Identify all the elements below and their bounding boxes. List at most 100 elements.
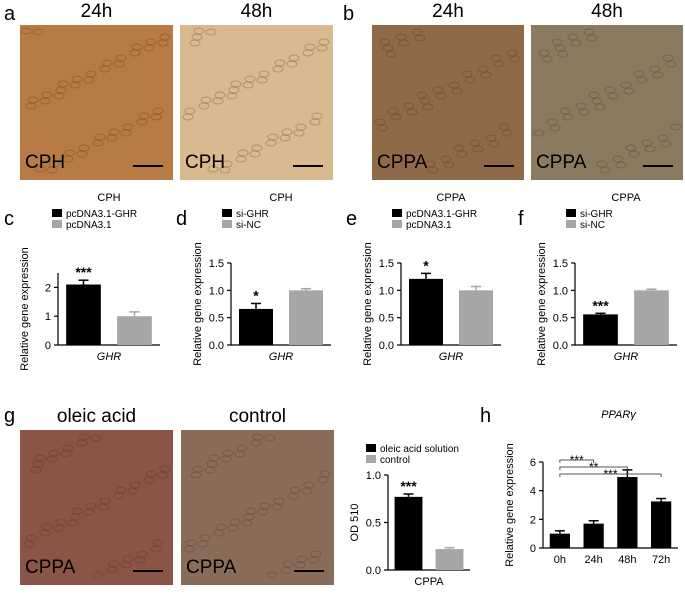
- significance: ***: [75, 264, 92, 280]
- bracket: [559, 473, 662, 477]
- cell-texture: [644, 145, 656, 153]
- legend-label: si-NC: [236, 220, 261, 231]
- cell-texture: [506, 49, 518, 57]
- cell-texture: [157, 471, 169, 479]
- cell-texture: [241, 519, 253, 527]
- cell-texture: [633, 70, 645, 78]
- image-label: CPPA: [536, 152, 587, 173]
- cell-texture: [106, 566, 118, 574]
- legend-label: si-GHR: [580, 209, 613, 220]
- cell-texture: [85, 502, 97, 510]
- legend-swatch: [366, 444, 376, 452]
- cell-texture: [387, 107, 399, 115]
- bar: [394, 496, 423, 570]
- cell-texture: [34, 165, 46, 173]
- cell-texture: [448, 81, 460, 89]
- cell-texture: [46, 166, 58, 174]
- cell-texture: [25, 534, 37, 542]
- cell-texture: [604, 86, 616, 94]
- panel-letter: a: [4, 3, 16, 25]
- y-tick-label: 0.0: [379, 340, 394, 352]
- legend-swatch: [52, 220, 62, 228]
- panel-letter: d: [176, 208, 187, 230]
- cell-texture: [636, 76, 648, 84]
- y-tick-label: 0: [45, 340, 51, 352]
- cell-texture: [485, 134, 497, 142]
- cell-texture: [660, 140, 672, 148]
- cell-texture: [419, 97, 431, 105]
- significance: *: [423, 257, 429, 273]
- cell-texture: [280, 566, 292, 574]
- legend-label: pcDNA3.1-GHR: [66, 209, 137, 220]
- image-title: 24h: [81, 1, 113, 22]
- x-tick-label: 0h: [554, 554, 566, 566]
- cell-texture: [193, 27, 205, 35]
- cell-texture: [498, 123, 510, 131]
- cell-texture: [282, 560, 294, 568]
- y-tick-label: 0.5: [209, 313, 224, 325]
- image-title: oleic acid: [57, 406, 136, 427]
- cell-texture: [189, 39, 201, 47]
- cell-texture: [191, 33, 203, 41]
- image-title: 48h: [591, 1, 623, 22]
- cell-texture: [288, 54, 300, 62]
- legend-swatch: [566, 220, 576, 228]
- cell-texture: [377, 124, 389, 132]
- legend-label: pcDNA3.1-GHR: [406, 209, 477, 220]
- cell-texture: [628, 150, 640, 158]
- cell-texture: [286, 60, 298, 68]
- cell-texture: [303, 481, 315, 489]
- cell-texture: [76, 439, 88, 447]
- legend-label: oleic acid solution: [380, 444, 459, 455]
- cell-texture: [122, 555, 134, 563]
- cell-texture: [273, 497, 285, 505]
- cell-texture: [90, 434, 102, 442]
- bracket: [559, 459, 595, 463]
- cell-texture: [274, 59, 286, 67]
- cell-texture: [546, 118, 558, 126]
- image-label: CPPA: [377, 152, 428, 173]
- cell-texture: [237, 149, 249, 157]
- cell-texture: [145, 38, 157, 46]
- cell-texture: [612, 155, 624, 163]
- cell-texture: [257, 508, 269, 516]
- cell-texture: [557, 50, 569, 58]
- cell-texture: [32, 28, 44, 36]
- y-tick-label: 0.5: [379, 313, 394, 325]
- micrograph: [180, 25, 333, 180]
- y-tick-label: 2: [530, 514, 536, 526]
- cell-texture: [382, 44, 394, 52]
- cell-texture: [414, 34, 426, 42]
- legend-label: pcDNA3.1: [406, 220, 452, 231]
- cell-texture: [541, 55, 553, 63]
- cell-texture: [127, 487, 139, 495]
- legend-swatch: [392, 220, 402, 228]
- cell-texture: [480, 71, 492, 79]
- x-tick-label: 72h: [652, 554, 670, 566]
- cell-texture: [562, 113, 574, 121]
- chart-title: PPARγ: [601, 409, 637, 421]
- bar: [549, 533, 570, 548]
- image-title: control: [229, 406, 286, 427]
- cell-texture: [20, 27, 32, 35]
- image-label: CPH: [25, 152, 65, 173]
- cell-texture: [143, 476, 155, 484]
- y-tick-label: 1.0: [209, 285, 224, 297]
- cell-texture: [302, 49, 314, 57]
- micrograph: [531, 25, 683, 180]
- cell-texture: [92, 139, 104, 147]
- cell-texture: [583, 28, 595, 36]
- cell-texture: [32, 460, 44, 468]
- image-label: CPPA: [186, 557, 237, 578]
- cell-texture: [182, 113, 194, 121]
- cell-texture: [461, 70, 473, 78]
- image-title: 24h: [432, 1, 464, 22]
- cell-texture: [200, 96, 212, 104]
- cell-texture: [71, 75, 83, 83]
- cell-texture: [101, 59, 113, 67]
- cell-texture: [205, 28, 217, 36]
- cell-texture: [390, 113, 402, 121]
- cell-texture: [586, 34, 598, 42]
- significance: ***: [592, 297, 609, 313]
- y-axis-label: Relative gene expression: [504, 443, 516, 567]
